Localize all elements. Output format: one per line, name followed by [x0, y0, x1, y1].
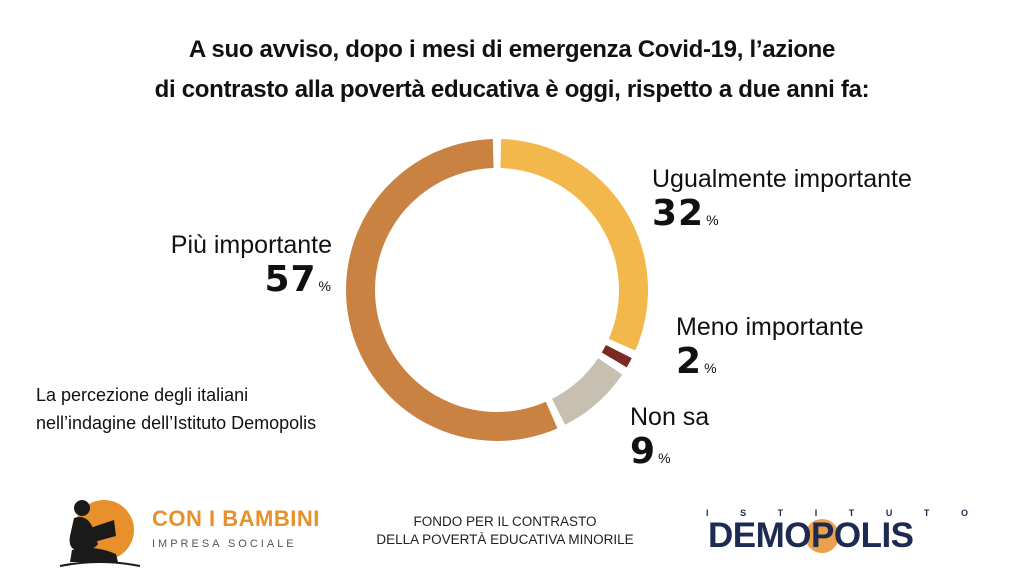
title-line-2: di contrasto alla povertà educativa è og…	[154, 76, 870, 103]
sun-icon	[805, 519, 839, 553]
slice-ugualmente-importante	[500, 139, 648, 351]
label-piu-importante: Più importante 57%	[140, 230, 332, 306]
category-label: Meno importante	[676, 313, 864, 341]
fund-caption: FONDO PER IL CONTRASTO DELLA POVERTÀ EDU…	[340, 513, 670, 549]
slice-non-sa	[552, 358, 623, 425]
logo-overline-letter: T	[848, 508, 855, 518]
category-label: Ugualmente importante	[652, 165, 912, 193]
survey-note: La percezione degli italiani nell’indagi…	[36, 381, 316, 437]
logo-overline-letter: I	[814, 508, 818, 518]
value-label: 32%	[652, 193, 720, 234]
logo-overline-letter: T	[923, 508, 930, 518]
percent-sign: %	[704, 360, 718, 376]
logo-overline-letter: U	[885, 508, 893, 518]
value-label: 2%	[676, 341, 718, 382]
fund-line-1: FONDO PER IL CONTRASTO	[413, 514, 597, 529]
percent-sign: %	[658, 450, 672, 466]
chart-title: A suo avviso, dopo i mesi di emergenza C…	[0, 30, 1024, 110]
value-label: 57%	[264, 259, 332, 300]
note-line-2: nell’indagine dell’Istituto Demopolis	[36, 413, 317, 433]
category-label: Più importante	[170, 231, 332, 259]
note-line-1: La percezione degli italiani	[36, 385, 249, 405]
value-label: 9%	[630, 431, 672, 472]
label-meno-importante: Meno importante 2%	[676, 312, 864, 388]
label-non-sa: Non sa 9%	[630, 402, 709, 478]
brand-name: CON I BAMBINI	[152, 506, 320, 531]
logo-wordmark: DEMOPOLIS	[708, 516, 914, 555]
fund-line-2: DELLA POVERTÀ EDUCATIVA MINORILE	[376, 532, 634, 547]
slice-meno-importante	[601, 345, 632, 368]
brand-subtitle: IMPRESA SOCIALE	[152, 538, 297, 550]
logo-overline-letter: S	[740, 508, 747, 518]
demopolis-logo: I S T I T U T O DEMOPOLIS	[706, 508, 968, 555]
con-i-bambini-logo: CON I BAMBINI IMPRESA SOCIALE	[52, 492, 319, 572]
percent-sign: %	[318, 278, 332, 294]
logo-overline-letter: T	[777, 508, 784, 518]
category-label: Non sa	[630, 403, 710, 431]
logo-overline-letter: I	[706, 508, 709, 518]
title-line-1: A suo avviso, dopo i mesi di emergenza C…	[188, 36, 836, 63]
percent-sign: %	[706, 212, 720, 228]
logo-overline-letter: O	[960, 508, 968, 518]
label-ugualmente-importante: Ugualmente importante 32%	[652, 164, 912, 240]
child-reading-icon	[59, 500, 141, 567]
slice-piu-importante	[345, 139, 558, 441]
